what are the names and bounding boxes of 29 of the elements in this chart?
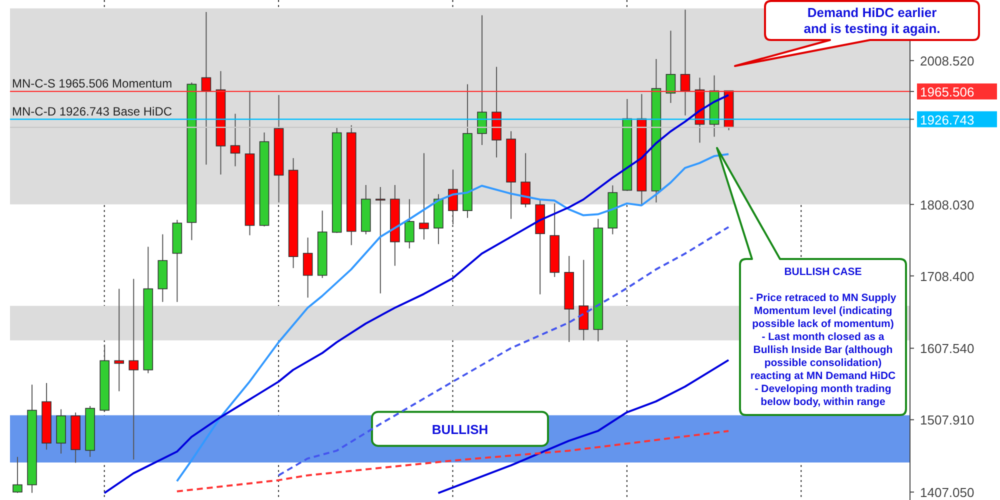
candlestick — [477, 14, 487, 146]
candlestick — [419, 152, 429, 240]
candlestick — [114, 288, 124, 392]
y-tick-label: 1708.400 — [920, 268, 974, 284]
text: BULLISH CASE - Price retraced to MN Supply Momentum level (indicating possible lack of momentum) - Last month closed as a Bullish Inside Bar (although possible consolidation) reacting at MN Demand HiDC - Developing month trading below body, within range — [750, 266, 896, 408]
y-tick-label: 1926.743 — [920, 112, 974, 128]
y-tick-label: 1607.540 — [920, 341, 974, 356]
candlestick — [128, 278, 139, 460]
y-tick-label: 1965.506 — [920, 84, 974, 100]
y-tick-label: 1507.910 — [920, 412, 974, 428]
candlestick — [230, 113, 240, 167]
y-tick-label: 2008.520 — [920, 54, 974, 69]
annotation: Demand HiDC earlier and is testing it again. — [802, 4, 942, 38]
candlestick — [578, 259, 589, 341]
y-tick-label: 1808.030 — [920, 197, 974, 212]
candlestick — [12, 456, 22, 494]
candlestick — [666, 30, 676, 104]
line-series — [176, 153, 730, 482]
candlestick — [404, 198, 414, 249]
band-label: BULLISH — [432, 422, 488, 437]
ref-line-label: MN-C-S 1965.506 Momentum — [12, 76, 172, 90]
candlestick — [680, 9, 690, 116]
candlestick — [201, 11, 212, 166]
candlestick — [302, 237, 313, 298]
ref-line-label: MN-C-D 1926.743 Base HiDC — [12, 104, 172, 118]
line-series — [278, 226, 730, 476]
y-tick-label: 1407.050 — [920, 485, 974, 500]
candlestick — [520, 152, 530, 208]
candlestick — [376, 186, 386, 294]
